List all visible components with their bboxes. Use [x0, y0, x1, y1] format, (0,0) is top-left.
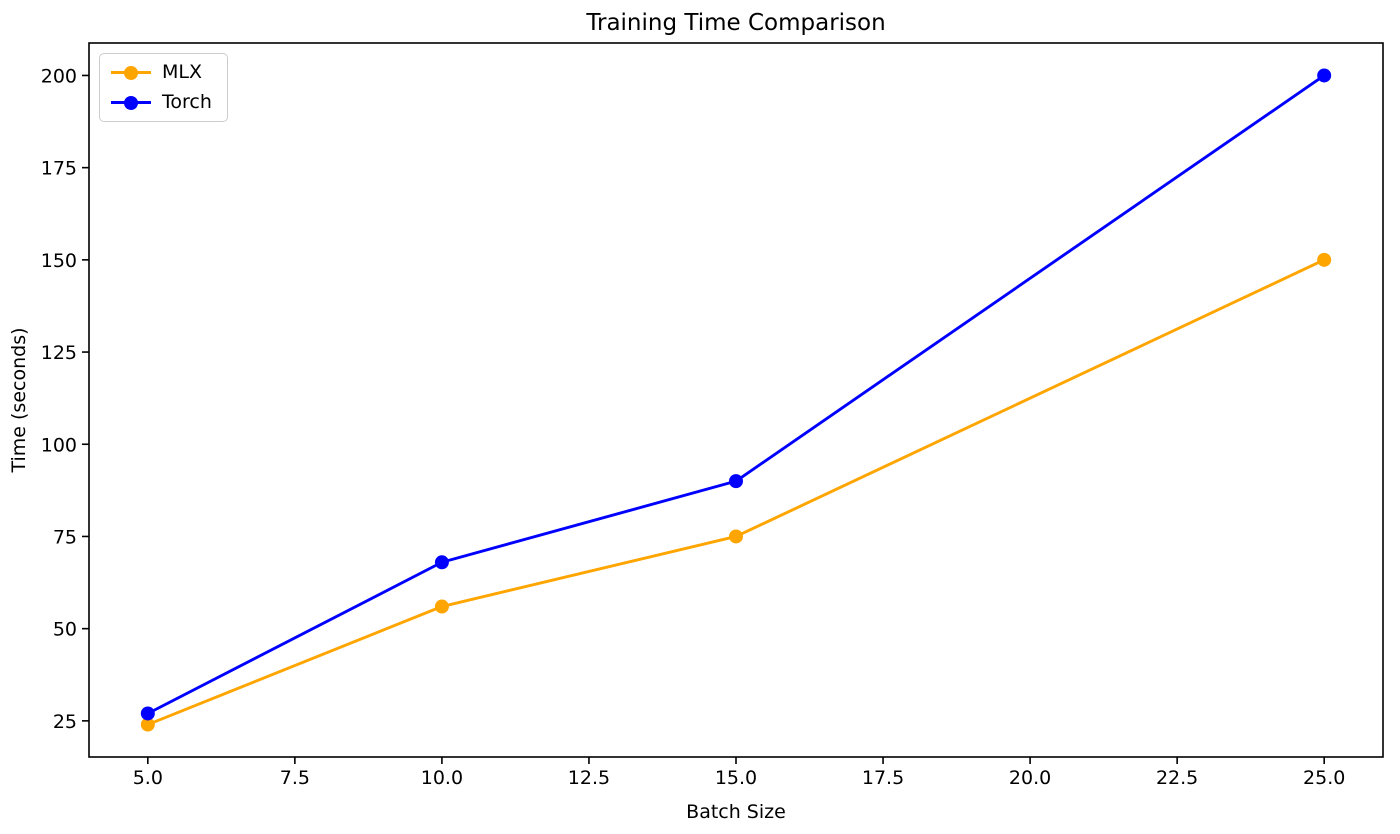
legend-item-mlx: MLX — [111, 61, 212, 84]
y-tick-label: 50 — [53, 619, 77, 641]
x-tick-label: 25.0 — [1303, 767, 1345, 789]
data-point-torch — [140, 706, 155, 721]
x-tick-label: 17.5 — [862, 767, 904, 789]
legend-line-marker-icon — [111, 95, 151, 110]
y-tick-label: 200 — [41, 65, 77, 87]
data-point-torch — [434, 555, 449, 570]
x-axis-label: Batch Size — [686, 801, 786, 823]
x-tick-label: 7.5 — [280, 767, 310, 789]
y-tick-label: 150 — [41, 250, 77, 272]
plot-area: 5.0 7.5 10.0 12.5 15.0 17.5 20.0 22.5 25.0 25 50 75… — [41, 42, 1384, 789]
y-tick-label: 125 — [41, 342, 77, 364]
legend-label: MLX — [162, 61, 202, 83]
x-tick-label: 22.5 — [1156, 767, 1198, 789]
y-tick-label: 75 — [53, 526, 77, 548]
y-tick-label: 100 — [41, 434, 77, 456]
data-point-mlx — [140, 717, 155, 732]
legend-label: Torch — [162, 91, 212, 113]
data-point-mlx — [729, 529, 743, 544]
legend-line-marker-icon — [111, 65, 151, 80]
y-tick-label: 175 — [41, 158, 77, 180]
y-tick-label: 25 — [53, 711, 77, 733]
series-line-mlx — [146, 258, 1326, 726]
data-point-mlx — [434, 599, 449, 614]
series-line-torch — [146, 74, 1326, 715]
data-point-torch — [729, 474, 743, 489]
chart-title: Training Time Comparison — [585, 10, 885, 36]
data-point-mlx — [1317, 252, 1332, 267]
plot-frame — [88, 42, 1384, 758]
y-axis-label: Time (seconds) — [8, 327, 30, 473]
x-tick-label: 5.0 — [133, 767, 163, 789]
x-tick-label: 20.0 — [1009, 767, 1051, 789]
x-tick-label: 15.0 — [715, 767, 757, 789]
data-point-torch — [1317, 68, 1332, 83]
legend: MLX Torch — [99, 53, 228, 122]
legend-item-torch: Torch — [111, 91, 212, 114]
x-tick-label: 10.0 — [421, 767, 463, 789]
x-tick-label: 12.5 — [568, 767, 610, 789]
